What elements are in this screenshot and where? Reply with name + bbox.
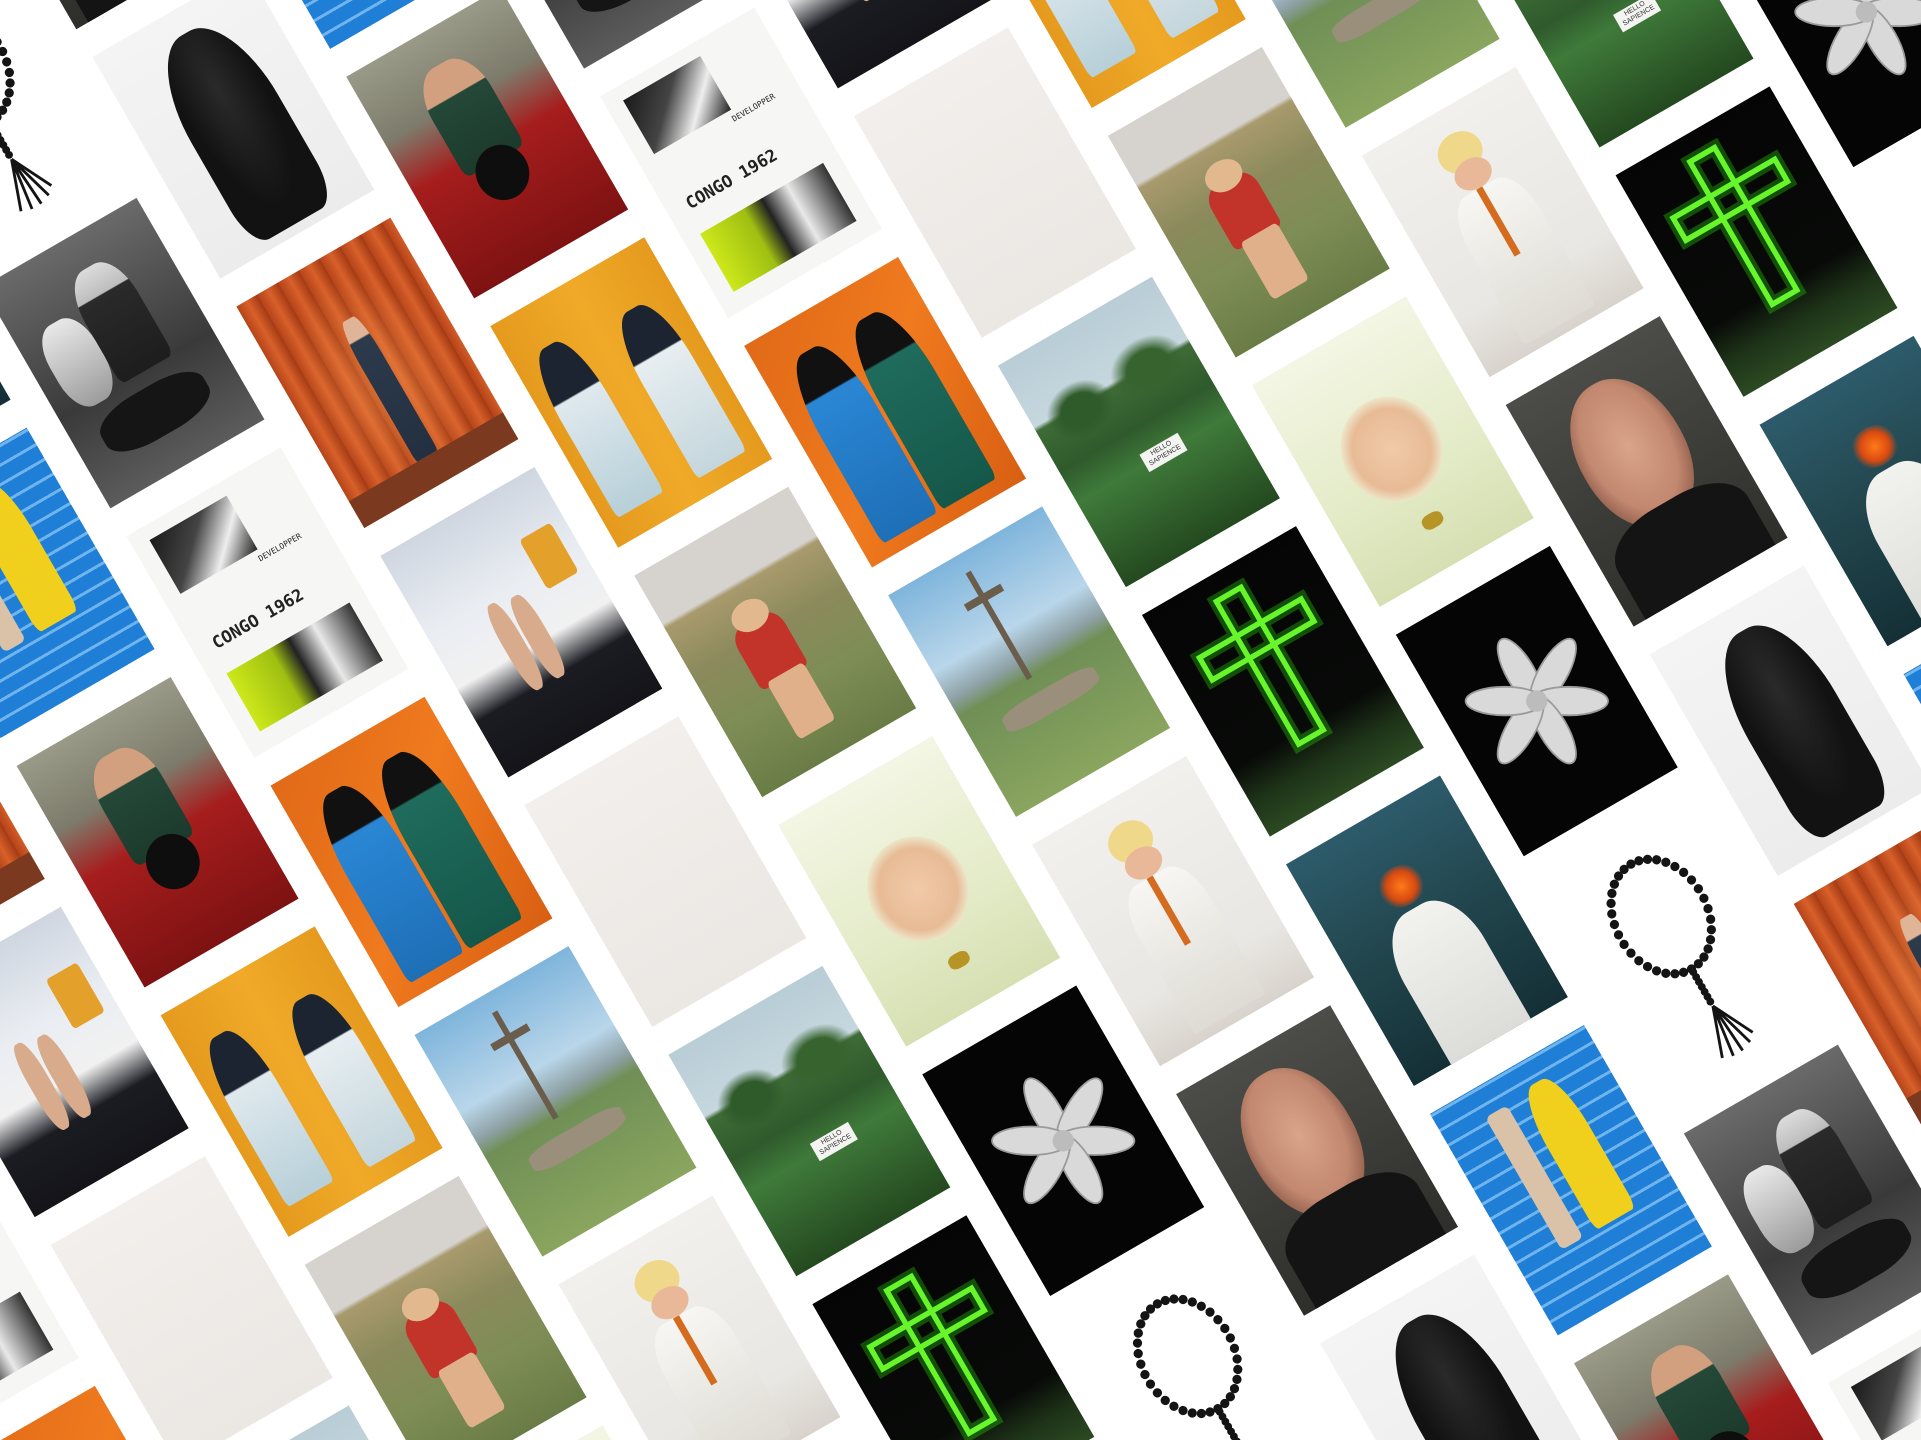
rosary-icon bbox=[1606, 854, 1754, 1059]
photo-card bbox=[1615, 86, 1898, 397]
neon-cross-icon bbox=[860, 1266, 1004, 1440]
neon-cross-icon bbox=[1189, 577, 1334, 754]
photo-card bbox=[1066, 1234, 1349, 1440]
photo-card bbox=[1725, 0, 1921, 168]
hands-flower-icon bbox=[1464, 637, 1609, 765]
photo-card bbox=[1141, 526, 1425, 837]
photo-card bbox=[1395, 545, 1678, 857]
rosary-icon bbox=[1132, 1294, 1243, 1440]
hands-flower-icon bbox=[991, 1077, 1136, 1205]
hands-flower-icon bbox=[1794, 0, 1921, 76]
neon-cross-icon bbox=[1663, 137, 1807, 315]
photo-card bbox=[1539, 795, 1822, 1106]
photo-card bbox=[0, 0, 121, 260]
rosary-icon bbox=[0, 37, 53, 212]
photo-card bbox=[812, 1215, 1095, 1440]
photo-card bbox=[922, 985, 1205, 1297]
